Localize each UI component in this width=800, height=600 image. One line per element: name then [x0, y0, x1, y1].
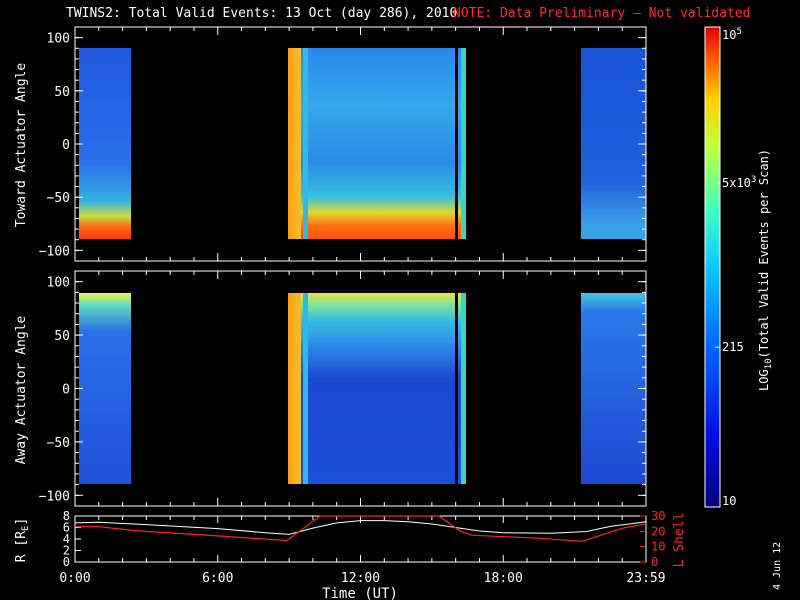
y-tick-label: −100 — [39, 244, 70, 259]
x-tick-label: 23:59 — [626, 571, 665, 586]
chart-title: TWINS2: Total Valid Events: 13 Oct (day … — [66, 6, 457, 21]
colorbar-ticks: 105 5x103 215 10 — [715, 26, 756, 508]
x-tick-label: 12:00 — [341, 571, 380, 586]
colorbar-tick-label: 215 — [722, 340, 744, 354]
r-axis-label: R [RE] — [14, 518, 31, 563]
y-tick-label: −50 — [47, 436, 70, 451]
lshell-axis-label: L Shell — [672, 513, 687, 568]
away-teal-stripe — [461, 293, 466, 484]
away-panel: 100 50 0 −50 −100 Away Actuator Angle — [14, 270, 647, 507]
colorbar-label-suffix: (Total Valid Events per Scan) — [757, 149, 771, 359]
x-tick-label: 6:00 — [202, 571, 233, 586]
colorbar-label-sub: 10 — [764, 358, 774, 369]
r-tick-label: 8 — [63, 509, 70, 523]
toward-teal-stripe — [461, 48, 466, 239]
colorbar-label-prefix: LOG — [757, 369, 771, 391]
toward-cyan-stripe — [303, 48, 308, 239]
lshell-tick-label: 10 — [651, 540, 665, 554]
colorbar-tick-label: 105 — [722, 27, 742, 42]
x-tick-label: 0:00 — [59, 571, 90, 586]
r-tick-label: 2 — [63, 544, 70, 558]
toward-orange-stripe — [288, 48, 301, 239]
r-axis-label-r: R [R — [14, 531, 29, 562]
away-data-block-1 — [79, 293, 131, 484]
lshell-series-line — [75, 515, 647, 542]
toward-data-block-1 — [79, 48, 131, 239]
away-ylabel: Away Actuator Angle — [14, 315, 29, 464]
away-y-ticks: 100 50 0 −50 −100 — [39, 271, 647, 506]
away-cyan-stripe — [303, 293, 308, 484]
title-bar: TWINS2: Total Valid Events: 13 Oct (day … — [66, 6, 750, 21]
y-tick-label: 50 — [54, 329, 70, 344]
r-axis-label-end: ] — [14, 518, 29, 526]
y-tick-label: 0 — [62, 383, 70, 398]
lshell-tick-label: 20 — [651, 524, 665, 538]
r-tick-label: 0 — [63, 555, 70, 569]
date-stamp: 4 Jun 12 — [772, 541, 783, 590]
y-tick-label: 100 — [47, 276, 70, 291]
r-tick-label: 6 — [63, 521, 70, 535]
y-tick-label: −100 — [39, 489, 70, 504]
toward-panel: 100 50 0 −50 −100 Toward Actuator Angle — [14, 26, 647, 262]
away-dark-gap — [455, 293, 458, 484]
away-data-block-2 — [288, 293, 465, 484]
r-axis-label-sub: E — [21, 526, 31, 531]
lshell-tick-label: 30 — [651, 509, 665, 523]
lshell-tick-label: 0 — [651, 555, 658, 569]
r-series-line — [74, 520, 647, 535]
colorbar-tick-label: 10 — [722, 494, 736, 508]
y-tick-label: 50 — [54, 85, 70, 100]
preliminary-note: NOTE: Data Preliminary — Not validated — [453, 6, 750, 21]
r-tick-label: 4 — [63, 532, 70, 546]
y-tick-label: −50 — [47, 191, 70, 206]
away-data-block-3 — [581, 293, 646, 484]
x-tick-label: 18:00 — [484, 571, 523, 586]
x-axis-label: Time (UT) — [322, 586, 398, 600]
toward-y-ticks: 100 50 0 −50 −100 — [39, 27, 647, 261]
toward-ylabel: Toward Actuator Angle — [14, 63, 29, 228]
y-tick-label: 0 — [62, 138, 70, 153]
away-orange-stripe — [288, 293, 301, 484]
toward-data-block-3 — [581, 48, 646, 239]
toward-dark-gap — [455, 48, 458, 239]
colorbar-gradient — [704, 26, 721, 508]
y-tick-label: 100 — [47, 32, 70, 47]
colorbar-label: LOG10(Total Valid Events per Scan) — [757, 149, 774, 391]
colorbar-tick-label: 5x103 — [722, 175, 756, 190]
toward-data-block-2 — [288, 48, 465, 239]
